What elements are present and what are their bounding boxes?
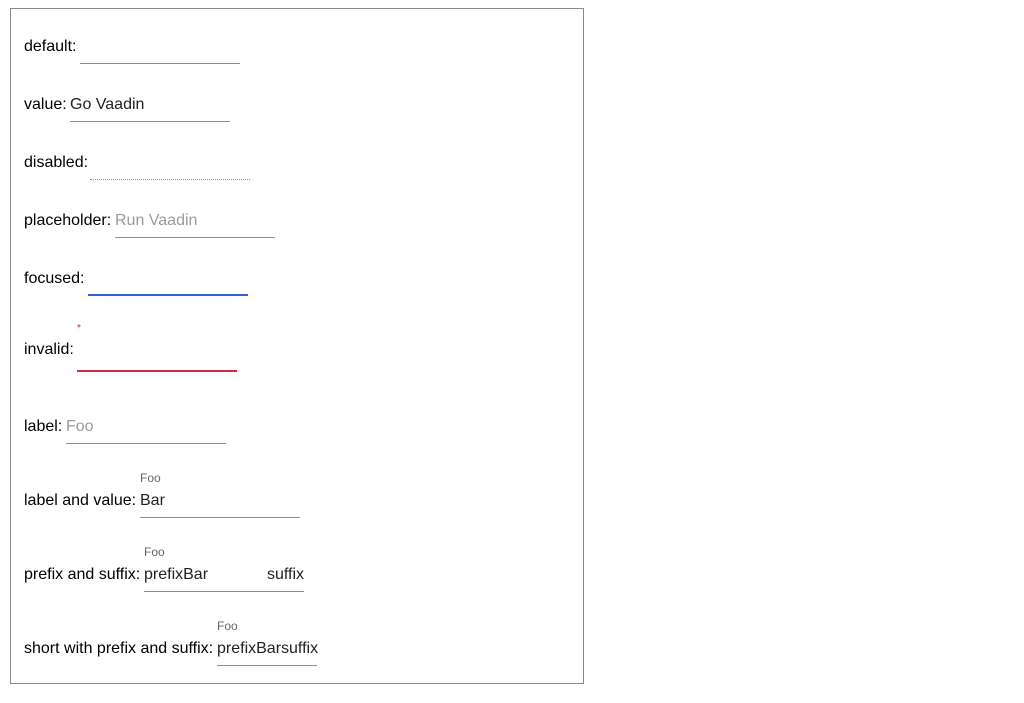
suffix-text: suffix — [266, 566, 304, 583]
demo-panel: default: value: Go Vaadin disabled: plac… — [10, 8, 584, 684]
invalid-label: invalid: — [24, 341, 74, 358]
focused-text-field[interactable] — [88, 270, 248, 296]
default-label: default: — [24, 38, 77, 55]
suffix-text: suffix — [281, 640, 319, 657]
short-prefix-suffix-text-field[interactable]: prefixBarsuffix — [217, 640, 319, 666]
default-text-field[interactable] — [80, 38, 240, 64]
label-text-field[interactable]: Foo — [66, 418, 226, 444]
short-prefix-suffix-value: Bar — [256, 640, 282, 657]
field-label-foo: Foo — [66, 418, 94, 435]
floating-label: Foo — [217, 619, 238, 633]
prefix-and-suffix-text-field[interactable]: prefixBar suffix — [144, 566, 304, 592]
required-indicator: * — [77, 323, 81, 334]
prefix-text: prefix — [217, 640, 257, 657]
placeholder-label: placeholder: — [24, 212, 112, 229]
label-and-value-value: Bar — [140, 492, 165, 509]
short-prefix-suffix-label: short with prefix and suffix: — [24, 640, 214, 657]
value-label: value: — [24, 96, 67, 113]
prefix-and-suffix-value: Bar — [183, 566, 209, 583]
value-field-value: Go Vaadin — [70, 96, 145, 113]
disabled-text-field — [90, 154, 250, 180]
disabled-label: disabled: — [24, 154, 89, 171]
prefix-and-suffix-label: prefix and suffix: — [24, 566, 141, 583]
label-and-value-label: label and value: — [24, 492, 137, 509]
value-text-field[interactable]: Go Vaadin — [70, 96, 230, 122]
label-and-value-text-field[interactable]: Bar — [140, 492, 300, 518]
invalid-text-field[interactable] — [77, 344, 237, 372]
floating-label: Foo — [144, 545, 165, 559]
placeholder-text-field[interactable]: Run Vaadin — [115, 212, 275, 238]
focused-label: focused: — [24, 270, 85, 287]
prefix-text: prefix — [144, 566, 184, 583]
label-row-label: label: — [24, 418, 63, 435]
floating-label: Foo — [140, 471, 161, 485]
placeholder-text: Run Vaadin — [115, 212, 198, 229]
